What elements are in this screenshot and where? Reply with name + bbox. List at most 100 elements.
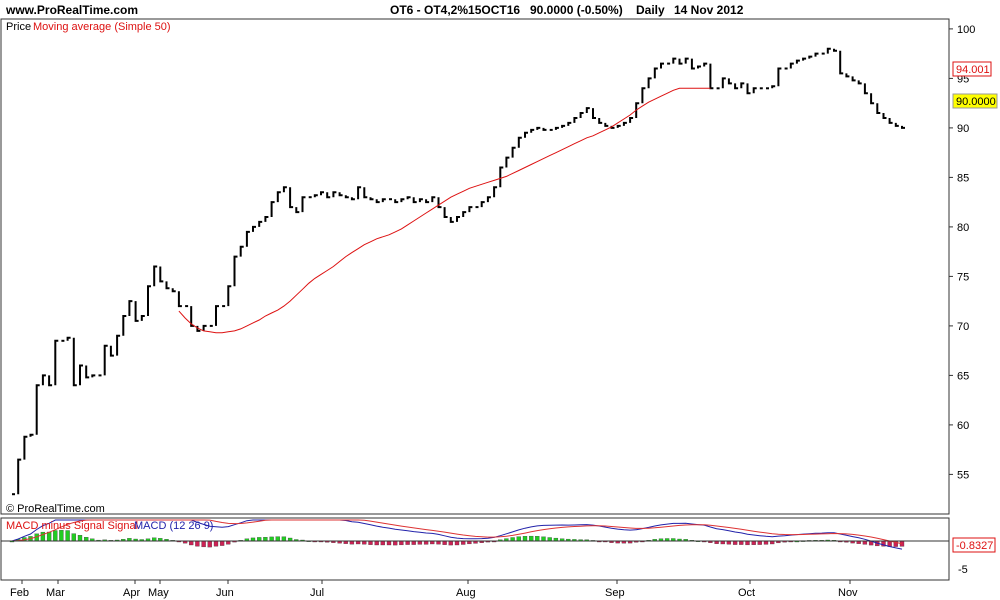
- price-bar: [734, 83, 739, 90]
- legend-macd: MACD (12 26 9): [134, 520, 213, 532]
- macd-hist-bar: [84, 537, 89, 542]
- price-bar: [517, 136, 522, 148]
- price-bar: [233, 255, 238, 287]
- period-label: Daily: [636, 3, 665, 17]
- macd-y-tick: -5: [958, 564, 968, 576]
- instrument-label: OT6 - OT4,2%15OCT16: [390, 3, 521, 17]
- x-axis: Feb Mar Apr May Jun Jul Aug Sep Oct Nov: [10, 580, 858, 599]
- price-bar: [227, 285, 232, 307]
- price-bar: [48, 375, 53, 387]
- price-bar: [678, 58, 683, 65]
- site-label: www.ProRealTime.com: [6, 3, 139, 17]
- macd-hist-bar: [757, 540, 762, 545]
- price-bar: [350, 197, 355, 201]
- macd-hist-bar: [411, 540, 416, 545]
- macd-histogram: [9, 530, 905, 548]
- macd-hist-bar: [368, 540, 373, 545]
- macd-hist-bar: [516, 536, 521, 542]
- price-bar: [833, 48, 837, 52]
- macd-last-tag: [952, 537, 996, 553]
- legend-price: Price: [6, 21, 31, 33]
- macd-hist-bar: [219, 540, 225, 546]
- price-last-tag: [952, 93, 998, 109]
- price-bar: [431, 196, 436, 203]
- price-bar: [369, 197, 374, 201]
- moving-average-line: [178, 87, 711, 334]
- y-tick-label: 60: [957, 420, 969, 432]
- price-bar: [672, 57, 677, 64]
- price-bar: [23, 435, 28, 460]
- chart-header: www.ProRealTime.com OT6 - OT4,2%15OCT16 …: [0, 0, 1000, 19]
- price-bar: [159, 266, 164, 283]
- price-bar: [363, 187, 368, 199]
- price-bar: [641, 87, 646, 104]
- y-tick-label: 65: [957, 370, 969, 382]
- price-bar: [270, 201, 275, 217]
- price-bar: [289, 187, 294, 209]
- macd-panel-frame: [0, 517, 950, 581]
- price-bar: [344, 195, 349, 199]
- price-bar: [332, 191, 337, 198]
- price-bar: [647, 77, 652, 89]
- y-tick-label: 90: [957, 123, 969, 135]
- price-bar: [394, 199, 399, 204]
- price-bar: [381, 198, 386, 203]
- price-bar: [418, 198, 423, 203]
- ma-last-tag: [952, 61, 992, 77]
- macd-hist-bar: [380, 540, 385, 546]
- macd-hist-bar: [522, 536, 528, 542]
- price-bar: [66, 336, 71, 341]
- price-bar: [894, 122, 899, 127]
- price-bar: [870, 93, 875, 105]
- date-label: 14 Nov 2012: [674, 3, 744, 17]
- ma-last-value: 94.001: [956, 64, 990, 76]
- price-bar: [190, 306, 195, 327]
- x-tick-label: Feb: [10, 587, 29, 599]
- price-last-value: 90.0000: [956, 96, 996, 108]
- price-bar: [814, 52, 819, 57]
- macd-hist-bar: [213, 540, 219, 547]
- price-bar: [41, 374, 46, 386]
- price-bar: [443, 207, 448, 218]
- price-bar: [567, 121, 572, 126]
- macd-hist-bar: [862, 540, 868, 545]
- macd-hist-bar: [510, 537, 515, 542]
- price-bar: [727, 78, 732, 85]
- price-bar: [165, 281, 170, 290]
- price-bar: [740, 82, 745, 89]
- price-change-label: 90.0000 (-0.50%): [530, 3, 623, 17]
- price-bar: [839, 50, 844, 75]
- price-bar: [554, 126, 559, 130]
- macd-hist-bar: [71, 533, 76, 542]
- price-bar: [140, 315, 145, 321]
- price-bar: [215, 305, 219, 326]
- price-bar: [505, 156, 510, 168]
- watermark: © ProRealTime.com: [6, 503, 105, 515]
- price-bar: [72, 337, 77, 387]
- price-bar: [406, 196, 411, 200]
- macd-hist-bar: [442, 540, 447, 545]
- price-bar: [795, 59, 800, 64]
- price-bar: [103, 344, 108, 376]
- price-bar: [752, 87, 757, 94]
- macd-hist-bar: [417, 540, 423, 545]
- price-bar: [579, 112, 584, 118]
- price-bar: [276, 191, 281, 203]
- price-bar: [653, 67, 658, 79]
- y-tick-label: 80: [957, 222, 969, 234]
- price-bar: [524, 131, 528, 138]
- y-tick-label: 55: [957, 469, 969, 481]
- price-bar: [17, 458, 22, 495]
- price-bar: [29, 433, 34, 437]
- price-bar: [604, 122, 609, 127]
- price-bar: [468, 206, 473, 213]
- main-panel-frame: [0, 18, 950, 515]
- price-bar: [437, 197, 442, 209]
- macd-hist-bar: [386, 540, 392, 546]
- macd-hist-bar: [374, 540, 379, 546]
- y-tick-label: 100: [957, 24, 975, 36]
- macd-hist-bar: [46, 531, 52, 542]
- price-bar: [530, 128, 535, 133]
